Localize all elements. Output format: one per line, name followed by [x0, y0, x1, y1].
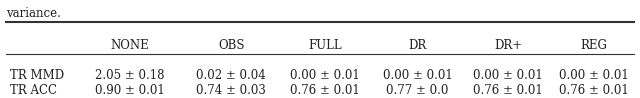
- Text: 0.02 ± 0.04: 0.02 ± 0.04: [196, 69, 266, 82]
- Text: OBS: OBS: [218, 39, 244, 52]
- Text: TR ACC: TR ACC: [10, 84, 57, 97]
- Text: NONE: NONE: [111, 39, 150, 52]
- Text: 0.77 ± 0.0: 0.77 ± 0.0: [387, 84, 449, 97]
- Text: variance.: variance.: [6, 7, 61, 20]
- Text: 0.00 ± 0.01: 0.00 ± 0.01: [383, 69, 452, 82]
- Text: REG: REG: [580, 39, 607, 52]
- Text: 0.00 ± 0.01: 0.00 ± 0.01: [474, 69, 543, 82]
- Text: 0.76 ± 0.01: 0.76 ± 0.01: [559, 84, 628, 97]
- Text: DR+: DR+: [494, 39, 522, 52]
- Text: FULL: FULL: [308, 39, 342, 52]
- Text: 0.76 ± 0.01: 0.76 ± 0.01: [291, 84, 360, 97]
- Text: 0.74 ± 0.03: 0.74 ± 0.03: [196, 84, 266, 97]
- Text: 0.00 ± 0.01: 0.00 ± 0.01: [559, 69, 628, 82]
- Text: 0.00 ± 0.01: 0.00 ± 0.01: [291, 69, 360, 82]
- Text: TR MMD: TR MMD: [10, 69, 64, 82]
- Text: 0.90 ± 0.01: 0.90 ± 0.01: [95, 84, 165, 97]
- Text: DR: DR: [408, 39, 427, 52]
- Text: 2.05 ± 0.18: 2.05 ± 0.18: [95, 69, 165, 82]
- Text: 0.76 ± 0.01: 0.76 ± 0.01: [474, 84, 543, 97]
